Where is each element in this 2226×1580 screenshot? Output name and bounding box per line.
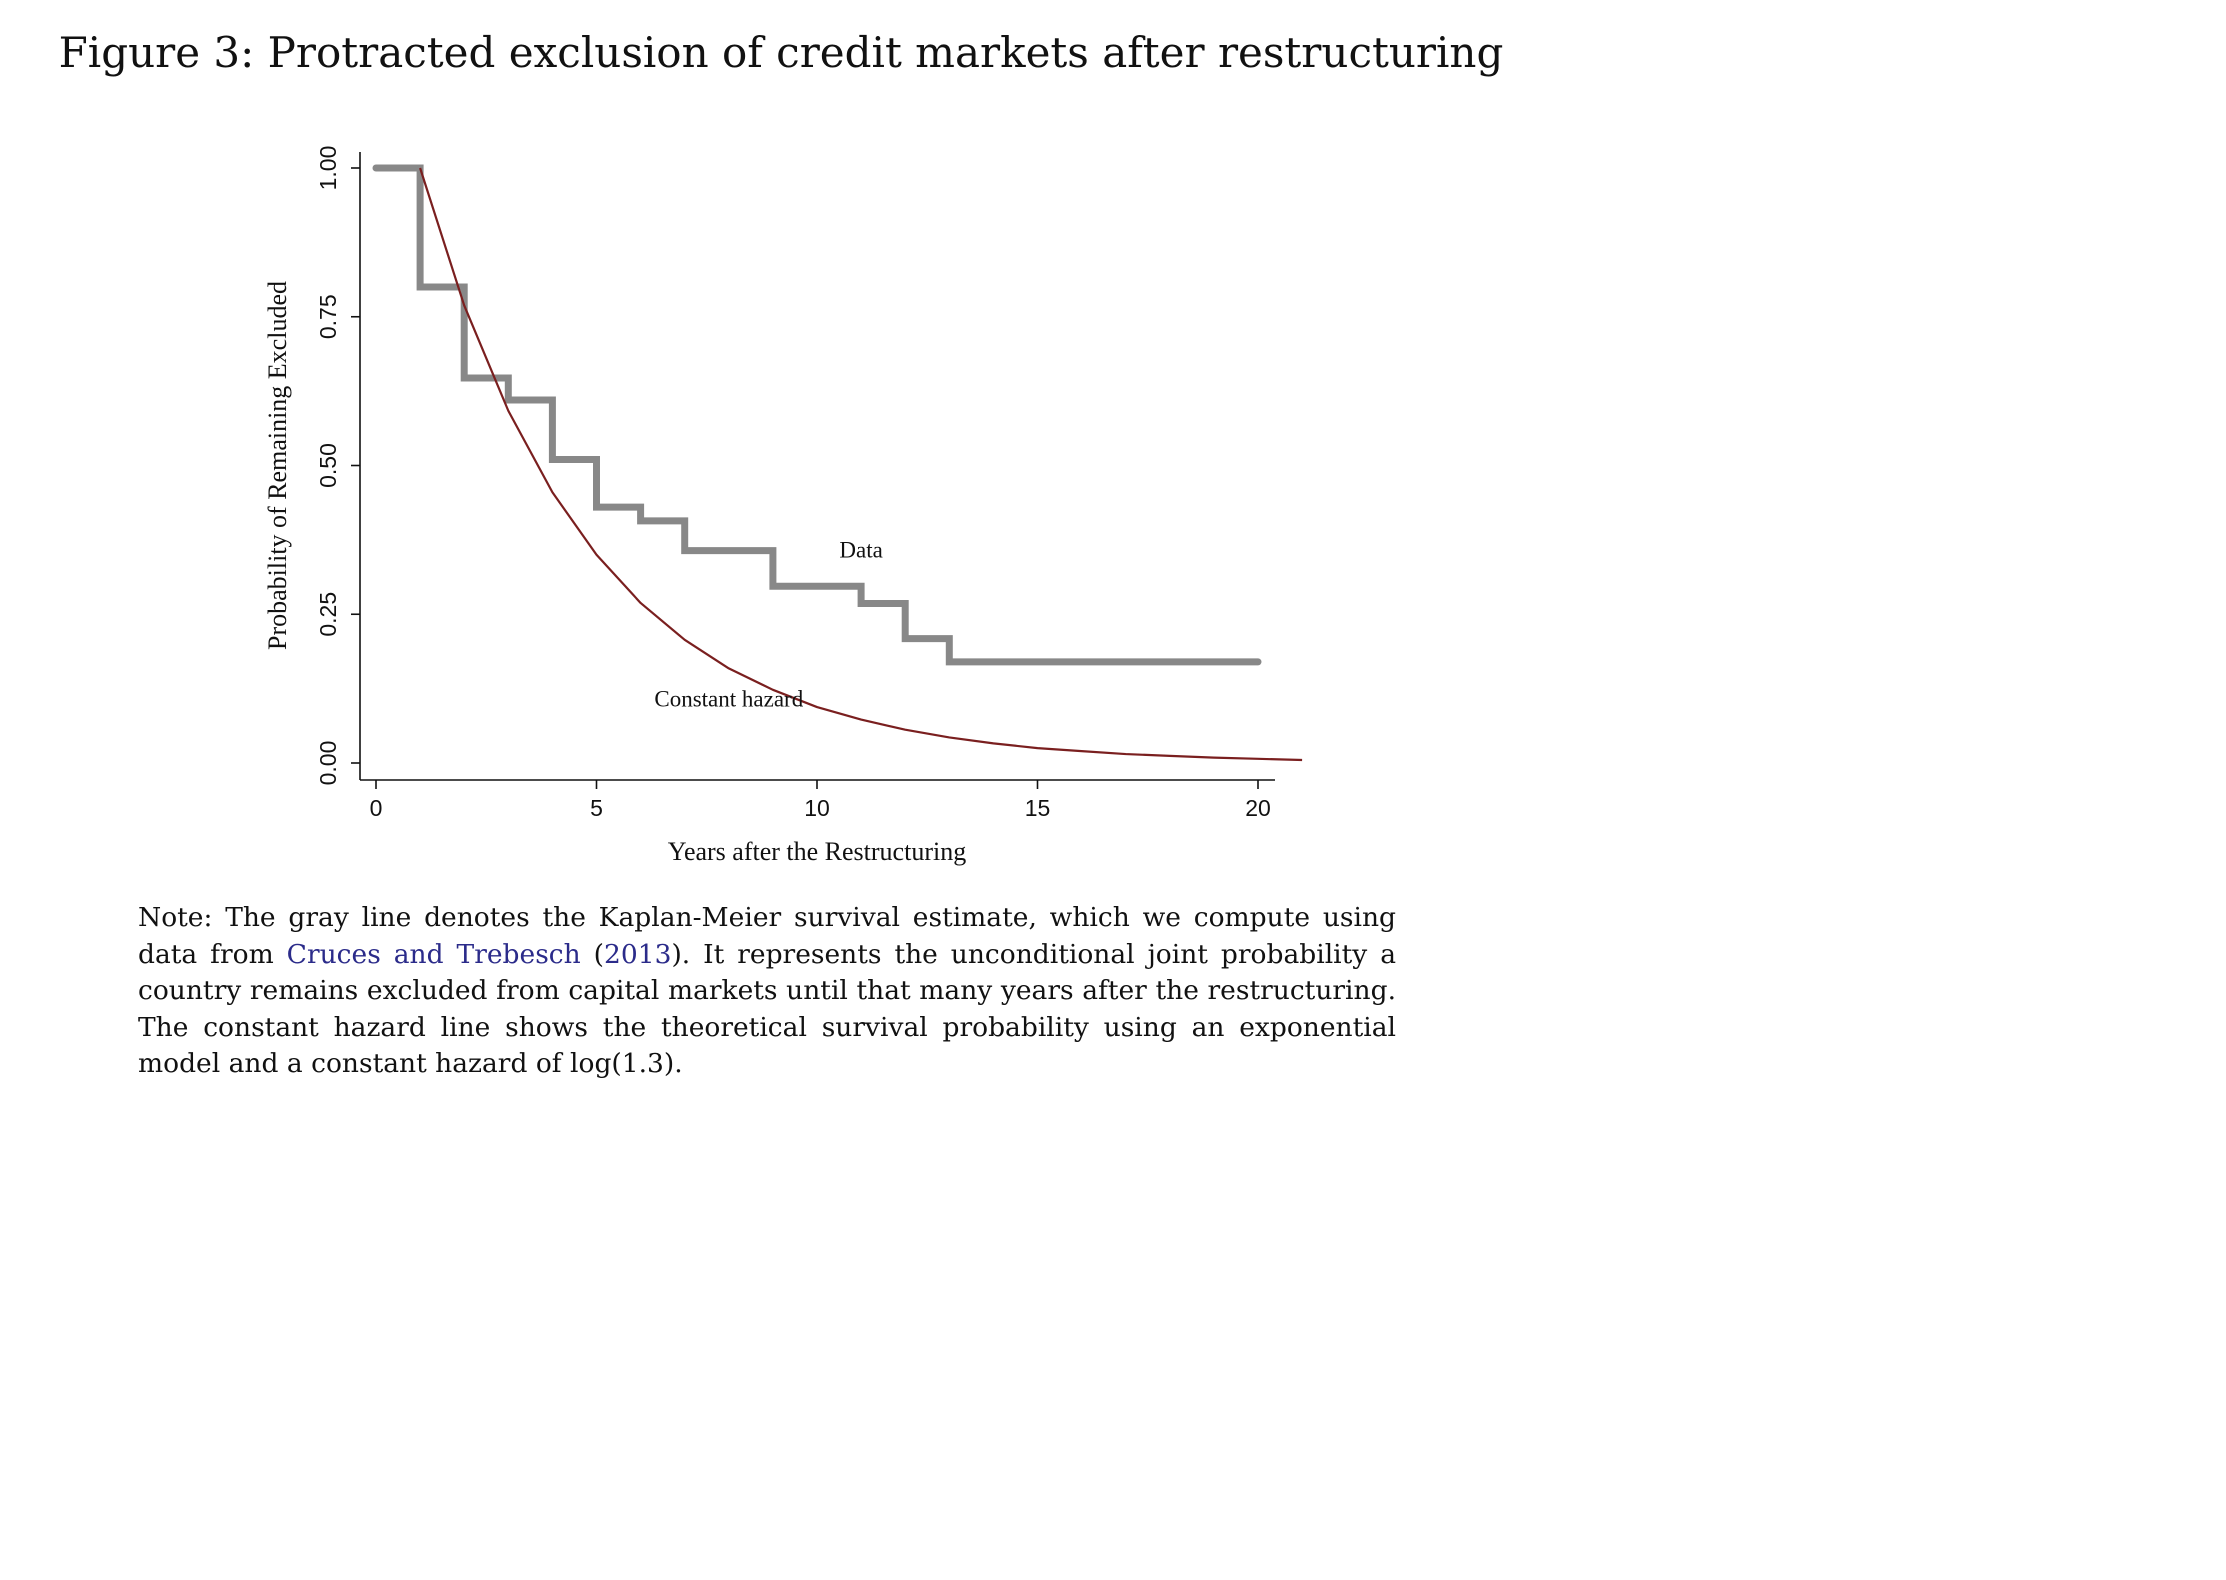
- x-tick-label: 10: [804, 795, 830, 821]
- series-constant-hazard-line: [419, 167, 1303, 762]
- figure-note: Note: The gray line denotes the Kaplan-M…: [138, 900, 1396, 1083]
- chart-annotations: Data Constant hazard: [654, 538, 882, 712]
- y-tick-label: 1.00: [315, 146, 341, 191]
- x-tick-label: 15: [1025, 795, 1051, 821]
- survival-chart: 0 5 10 15 20 0.00 0.25 0.50 0.75 1.00 Data Constan…: [263, 146, 1303, 866]
- note-cite-open: (: [580, 938, 605, 970]
- chart-series: [372, 164, 1303, 762]
- x-tick-label: 5: [590, 795, 603, 821]
- y-tick-label: 0.25: [315, 592, 341, 637]
- series-annotation-label: Constant hazard: [654, 686, 803, 711]
- y-tick-label: 0.50: [315, 443, 341, 488]
- note-text-before: Note: The gray line denotes the Kaplan-M…: [138, 902, 1396, 970]
- chart-axes: 0 5 10 15 20 0.00 0.25 0.50 0.75 1.00: [315, 146, 1275, 821]
- x-tick-label: 20: [1245, 795, 1271, 821]
- figure-title: Figure 3: Protracted exclusion of credit…: [58, 28, 1504, 77]
- series-data-step-line: [372, 164, 1262, 666]
- note-text-after: ). It represents the unconditional joint…: [138, 938, 1397, 1080]
- x-axis-title: Years after the Restructuring: [668, 837, 966, 866]
- citation-year-link[interactable]: 2013: [604, 938, 672, 970]
- citation-authors-link[interactable]: Cruces and Trebesch: [286, 938, 581, 970]
- y-tick-label: 0.00: [315, 741, 341, 786]
- x-tick-label: 0: [370, 795, 383, 821]
- y-tick-label: 0.75: [315, 294, 341, 339]
- y-axis-title: Probability of Remaining Excluded: [263, 281, 292, 650]
- series-annotation-label: Data: [839, 538, 882, 563]
